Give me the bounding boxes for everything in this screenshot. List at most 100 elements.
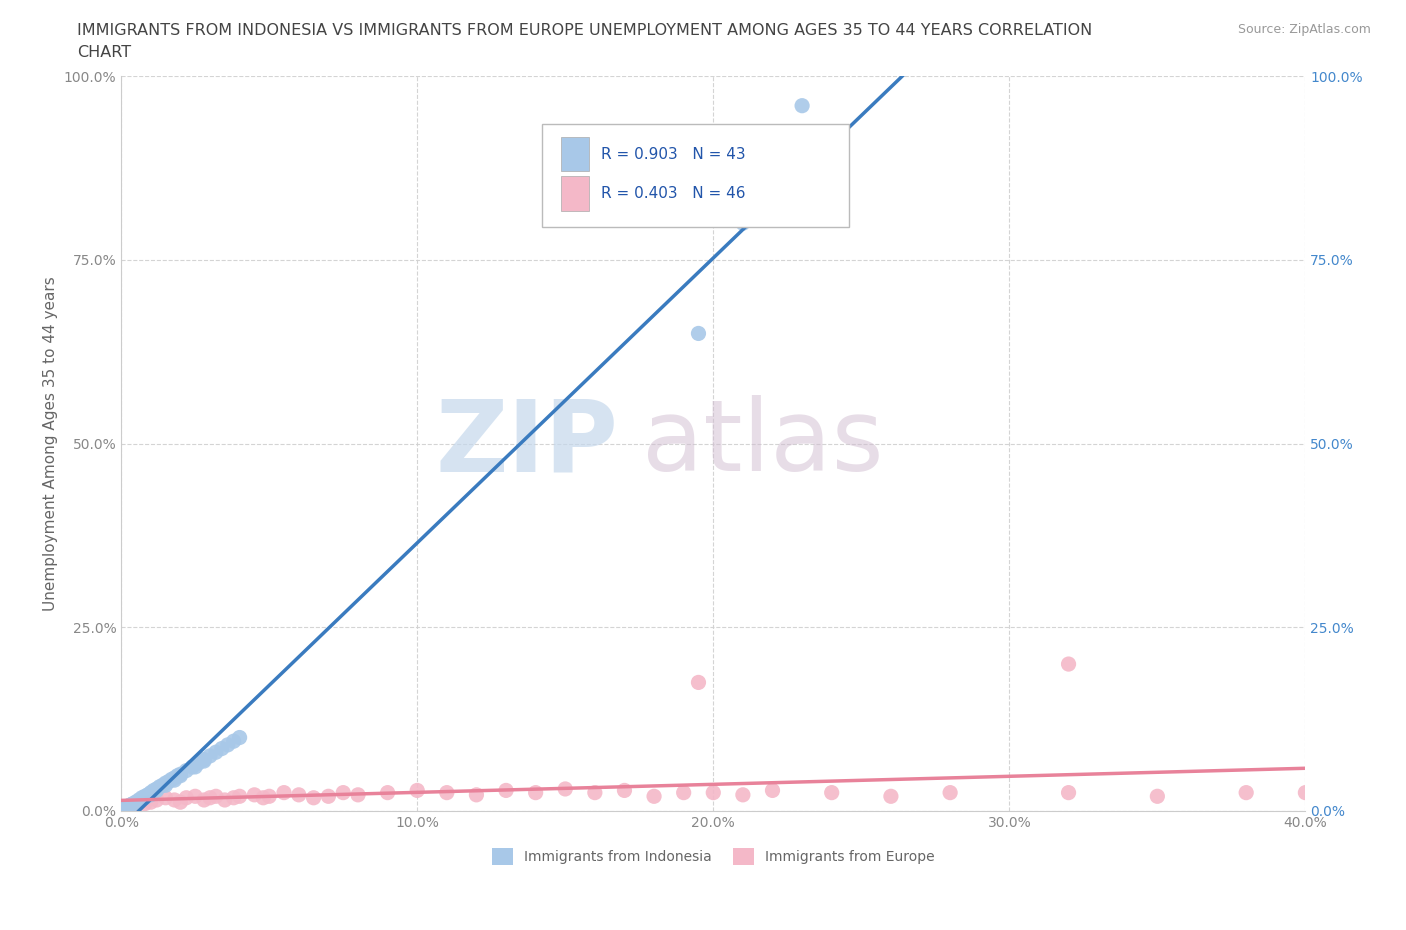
Point xyxy=(702,785,724,800)
Point xyxy=(205,745,228,760)
Point xyxy=(193,753,215,768)
Point xyxy=(155,776,177,790)
Point xyxy=(155,790,177,805)
Point xyxy=(112,802,135,817)
Point xyxy=(583,785,606,800)
Point xyxy=(174,764,197,778)
Point xyxy=(157,774,180,789)
Y-axis label: Unemployment Among Ages 35 to 44 years: Unemployment Among Ages 35 to 44 years xyxy=(44,276,58,611)
Point xyxy=(163,770,186,785)
Point xyxy=(228,789,250,804)
Point xyxy=(118,798,141,813)
Point xyxy=(222,790,245,805)
Point xyxy=(115,800,138,815)
Point xyxy=(495,783,517,798)
Point xyxy=(790,99,813,113)
Point xyxy=(211,741,233,756)
Point xyxy=(198,790,221,805)
Point xyxy=(688,326,710,341)
Point xyxy=(128,792,150,807)
Point xyxy=(1294,785,1316,800)
Point xyxy=(169,795,191,810)
Point xyxy=(184,760,207,775)
Point xyxy=(145,792,167,807)
Point xyxy=(273,785,295,800)
Point xyxy=(1146,789,1168,804)
Point xyxy=(136,788,159,803)
Text: Source: ZipAtlas.com: Source: ZipAtlas.com xyxy=(1237,23,1371,36)
Point xyxy=(125,795,148,810)
Point xyxy=(243,788,266,803)
Point xyxy=(134,796,156,811)
Text: IMMIGRANTS FROM INDONESIA VS IMMIGRANTS FROM EUROPE UNEMPLOYMENT AMONG AGES 35 T: IMMIGRANTS FROM INDONESIA VS IMMIGRANTS … xyxy=(77,23,1092,38)
Point xyxy=(187,756,209,771)
FancyBboxPatch shape xyxy=(561,137,589,171)
Point xyxy=(1234,785,1257,800)
Point xyxy=(134,789,156,804)
Point xyxy=(643,789,665,804)
Point xyxy=(125,795,148,810)
Point xyxy=(288,788,311,803)
Point xyxy=(163,792,186,807)
Point xyxy=(731,788,754,803)
Point xyxy=(252,790,274,805)
Point xyxy=(139,788,162,803)
Point xyxy=(222,734,245,749)
Point xyxy=(174,790,197,805)
Point xyxy=(198,749,221,764)
Point xyxy=(332,785,354,800)
Point xyxy=(465,788,488,803)
Point xyxy=(118,798,141,813)
Text: R = 0.403   N = 46: R = 0.403 N = 46 xyxy=(600,186,745,202)
Point xyxy=(205,789,228,804)
Point xyxy=(134,790,156,805)
Point xyxy=(139,785,162,800)
FancyBboxPatch shape xyxy=(561,176,589,211)
Point xyxy=(761,783,783,798)
Point xyxy=(214,792,236,807)
Point xyxy=(145,783,167,798)
Point xyxy=(181,760,204,775)
Point xyxy=(406,783,429,798)
Text: CHART: CHART xyxy=(77,45,131,60)
Text: atlas: atlas xyxy=(643,395,884,492)
Point xyxy=(688,675,710,690)
Point xyxy=(125,798,148,813)
Point xyxy=(217,737,239,752)
Point xyxy=(160,772,183,787)
Point xyxy=(155,777,177,792)
Point xyxy=(139,795,162,810)
Text: ZIP: ZIP xyxy=(436,395,619,492)
Point xyxy=(821,785,844,800)
Point xyxy=(228,730,250,745)
Point xyxy=(302,790,325,805)
Point xyxy=(257,789,280,804)
Text: R = 0.903   N = 43: R = 0.903 N = 43 xyxy=(600,147,745,162)
Point xyxy=(347,788,370,803)
Point xyxy=(613,783,636,798)
Point xyxy=(131,790,153,805)
Point xyxy=(163,773,186,788)
FancyBboxPatch shape xyxy=(541,124,849,227)
Point xyxy=(939,785,962,800)
Point xyxy=(672,785,695,800)
Point xyxy=(554,781,576,796)
Point xyxy=(1057,657,1080,671)
Point xyxy=(880,789,903,804)
Point xyxy=(145,781,167,796)
Point xyxy=(1057,785,1080,800)
Point xyxy=(524,785,547,800)
Point xyxy=(436,785,458,800)
Point xyxy=(169,767,191,782)
Point xyxy=(169,768,191,783)
Point xyxy=(193,752,215,767)
Point xyxy=(122,796,145,811)
Point xyxy=(115,800,138,815)
Point xyxy=(318,789,340,804)
Point xyxy=(142,783,165,798)
Legend: Immigrants from Indonesia, Immigrants from Europe: Immigrants from Indonesia, Immigrants fr… xyxy=(486,843,939,870)
Point xyxy=(193,792,215,807)
Point xyxy=(731,216,754,231)
Point xyxy=(377,785,399,800)
Point xyxy=(149,779,172,794)
